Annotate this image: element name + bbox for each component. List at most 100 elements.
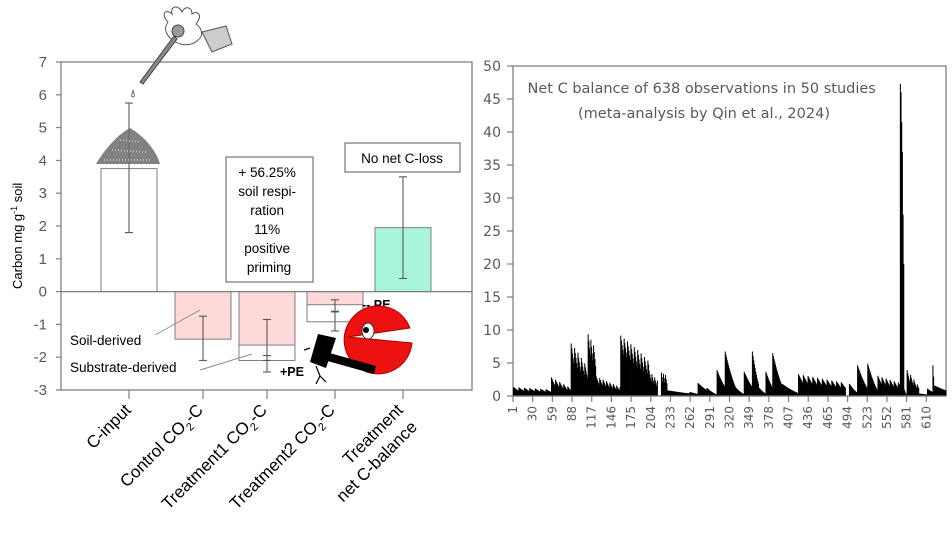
observation-bar xyxy=(892,385,894,396)
observation-bar xyxy=(867,366,869,396)
observation-bar xyxy=(916,384,918,396)
observation-bar xyxy=(768,379,770,396)
observation-bar xyxy=(751,386,753,396)
observation-bar xyxy=(777,374,779,396)
observation-bar xyxy=(937,387,939,396)
right-x-tick-label: 610 xyxy=(919,406,933,429)
observation-bar xyxy=(608,385,610,396)
observation-bar xyxy=(833,383,835,396)
observation-bar xyxy=(896,386,898,396)
observation-bar xyxy=(749,382,751,396)
observation-bar xyxy=(679,392,681,396)
observation-bar xyxy=(745,374,747,396)
left-y-tick-label: -2 xyxy=(34,349,47,366)
observation-bar xyxy=(541,389,543,396)
observation-bar xyxy=(682,392,684,396)
observation-bar xyxy=(527,390,529,396)
observation-bar xyxy=(902,214,904,396)
observation-bar xyxy=(753,360,755,396)
observation-bar xyxy=(876,389,878,396)
observation-bar xyxy=(808,377,810,396)
observation-bar xyxy=(542,390,544,396)
observation-bar xyxy=(628,350,630,396)
observation-bar xyxy=(888,384,890,396)
observation-bar xyxy=(787,387,789,396)
observation-bar xyxy=(848,383,850,396)
hammer-head-icon xyxy=(310,334,336,368)
observation-bar xyxy=(840,387,842,396)
crack-icon xyxy=(303,347,327,385)
observation-bar xyxy=(762,391,764,396)
observation-bar xyxy=(755,375,757,396)
observation-bar xyxy=(926,394,928,396)
observation-bar xyxy=(680,392,682,396)
observation-bar xyxy=(770,384,772,396)
observation-bar xyxy=(643,356,646,396)
observation-bar xyxy=(584,367,586,396)
observation-bar xyxy=(516,389,518,396)
observation-bar xyxy=(641,357,643,396)
observation-bar xyxy=(907,376,910,396)
right-x-tick-label: 581 xyxy=(900,406,914,429)
observation-bar xyxy=(899,384,901,396)
observation-bar xyxy=(556,382,558,396)
observation-bar xyxy=(937,387,939,396)
observation-bar xyxy=(652,377,654,396)
observation-bar xyxy=(715,394,717,396)
observation-bar xyxy=(696,393,698,396)
observation-bar xyxy=(823,382,825,396)
observation-bar xyxy=(521,389,523,396)
observation-bar xyxy=(857,365,859,396)
observation-bar xyxy=(813,379,815,396)
observation-bar xyxy=(897,382,899,396)
observation-bar xyxy=(924,394,926,396)
observation-bar xyxy=(709,390,711,396)
observation-bar xyxy=(694,393,696,396)
observation-bar xyxy=(936,386,938,396)
observation-bar xyxy=(943,389,945,396)
observation-bar xyxy=(853,389,855,396)
observation-bar xyxy=(681,392,684,396)
observation-bar xyxy=(924,394,926,396)
observation-bar xyxy=(568,388,570,396)
observation-bar xyxy=(618,390,620,396)
observation-bar xyxy=(863,381,865,396)
left-y-tick-label: 0 xyxy=(39,284,47,301)
right-x-tick-label: 204 xyxy=(644,406,658,429)
observation-bar xyxy=(555,379,557,396)
pile-icon xyxy=(96,128,160,164)
observation-bar xyxy=(666,383,668,396)
observation-bar xyxy=(876,388,878,396)
pile-texture-icon xyxy=(104,139,150,161)
observation-bar xyxy=(588,341,590,396)
observation-bar xyxy=(821,384,823,396)
observation-bar xyxy=(828,382,830,396)
observation-bar xyxy=(590,339,592,396)
observation-bar xyxy=(866,387,868,396)
observation-bar xyxy=(573,363,575,396)
observation-bar xyxy=(688,393,690,396)
right-x-tick-label: 552 xyxy=(880,406,894,429)
substrate-derived-leader xyxy=(199,353,253,371)
observation-bar xyxy=(616,385,618,396)
observation-bar xyxy=(875,387,877,396)
observation-bar xyxy=(789,389,791,396)
observation-bar xyxy=(774,364,777,396)
observation-bar xyxy=(791,390,793,396)
observation-bar xyxy=(558,386,560,396)
observation-bar xyxy=(831,380,833,396)
observation-bar xyxy=(921,393,923,396)
observation-bar xyxy=(792,390,794,396)
observation-bar xyxy=(941,388,943,396)
observation-bar xyxy=(713,393,715,396)
observation-bar xyxy=(929,390,931,396)
category-label-c-input: C-input xyxy=(83,400,135,452)
observation-bar xyxy=(928,389,930,396)
right-y-tick-label: 15 xyxy=(483,290,501,306)
observation-bar xyxy=(941,389,943,396)
right-x-tick-label: 320 xyxy=(723,406,737,429)
observation-bar xyxy=(712,392,714,396)
observation-bar xyxy=(739,391,741,396)
observation-bar xyxy=(691,392,693,396)
